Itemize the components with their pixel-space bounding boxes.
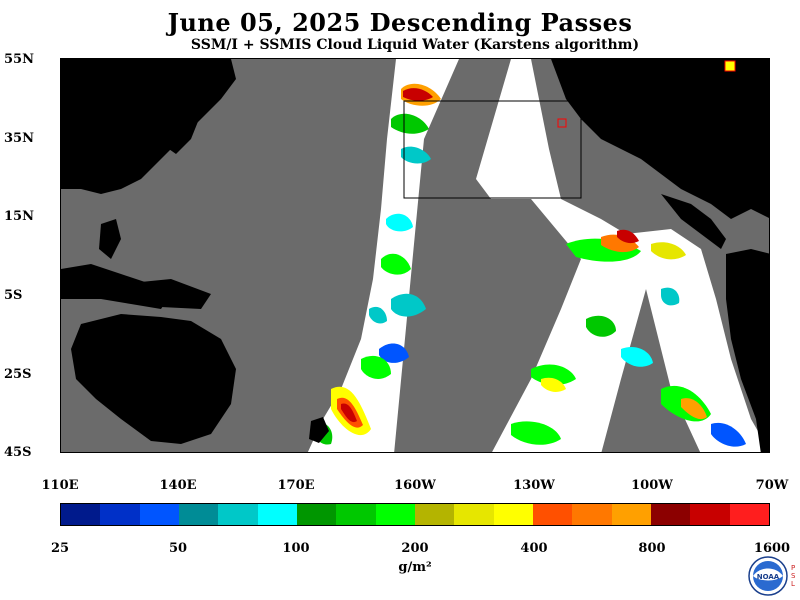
colorbar-tick-label: 1600 xyxy=(753,541,791,556)
colorbar-swatch xyxy=(178,504,219,525)
colorbar-units: g/m² xyxy=(398,560,432,575)
lat-label-5s: 5S xyxy=(4,288,23,303)
land-japan xyxy=(166,104,201,154)
lat-label-35n: 35N xyxy=(4,131,34,146)
lat-label-15n: 15N xyxy=(4,209,34,224)
lat-label-45s: 45S xyxy=(4,445,32,460)
region-box xyxy=(403,100,582,199)
lon-label-140e: 140E xyxy=(159,478,197,493)
colorbar-swatch xyxy=(532,504,573,525)
map-subtitle: SSM/I + SSMIS Cloud Liquid Water (Karste… xyxy=(190,37,640,53)
lon-label-70w: 70W xyxy=(755,478,789,493)
colorbar-swatch xyxy=(414,504,455,525)
colorbar-swatch xyxy=(218,504,258,525)
lon-label-110e: 110E xyxy=(41,478,79,493)
colorbar-swatch xyxy=(572,504,612,525)
noaa-logo: NOAA xyxy=(748,556,788,596)
land-south-america xyxy=(726,249,769,452)
colorbar-tick-label: 100 xyxy=(282,541,310,556)
colorbar-swatch xyxy=(454,504,494,525)
colorbar-swatch xyxy=(61,504,101,525)
colorbar-tick-label: 50 xyxy=(168,541,188,556)
colorbar-swatch xyxy=(611,504,651,525)
colorbar-swatch xyxy=(690,504,730,525)
land-new-zealand xyxy=(309,417,329,443)
colorbar-swatch xyxy=(257,504,297,525)
land-new-guinea xyxy=(121,279,211,309)
small-red-box-ne xyxy=(724,60,736,72)
color-scale-bar xyxy=(60,503,770,526)
land-masses xyxy=(61,59,769,452)
colorbar-tick-label: 200 xyxy=(401,541,429,556)
land-north-america xyxy=(551,59,769,219)
colorbar-tick-label: 400 xyxy=(520,541,548,556)
colorbar-swatch xyxy=(375,504,415,525)
land-philippines xyxy=(99,219,121,259)
colorbar-swatch xyxy=(729,504,769,525)
cloud-features-eastern xyxy=(511,229,746,447)
land-central-america xyxy=(661,194,726,249)
logo-text: NOAA xyxy=(757,573,780,581)
colorbar-swatch xyxy=(100,504,140,525)
lon-label-170e: 170E xyxy=(277,478,315,493)
land-east-asia xyxy=(61,59,236,194)
colorbar-swatch xyxy=(650,504,691,525)
lon-label-160w: 160W xyxy=(394,478,436,493)
lat-label-55n: 55N xyxy=(4,52,34,67)
lat-label-25s: 25S xyxy=(4,367,32,382)
lon-label-130w: 130W xyxy=(513,478,555,493)
colorbar-swatch xyxy=(493,504,533,525)
small-red-box xyxy=(557,118,567,128)
map-canvas xyxy=(61,59,769,452)
colorbar-swatch xyxy=(139,504,179,525)
colorbar-swatch xyxy=(296,504,337,525)
colorbar-swatch xyxy=(336,504,376,525)
cloud-liquid-water-map xyxy=(60,58,770,453)
colorbar-tick-label: 800 xyxy=(638,541,666,556)
map-title: June 05, 2025 Descending Passes xyxy=(167,8,633,37)
colorbar-tick-label: 25 xyxy=(50,541,70,556)
land-australia xyxy=(71,314,236,444)
lon-label-100w: 100W xyxy=(631,478,673,493)
